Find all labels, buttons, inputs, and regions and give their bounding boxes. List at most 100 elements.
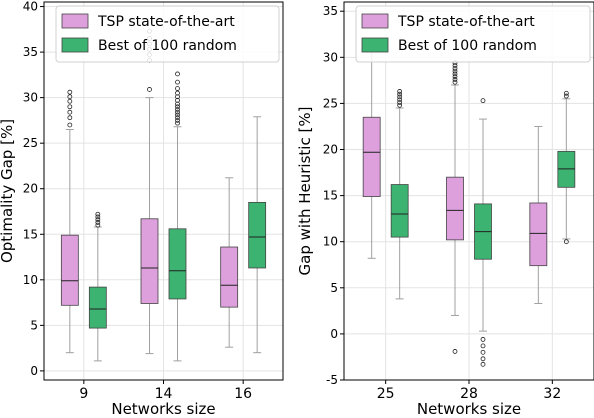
y-tick-label: 20 <box>323 143 338 157</box>
y-tick-label: 15 <box>323 189 338 203</box>
legend-entry-label: Best of 100 random <box>98 38 237 54</box>
flier-point <box>95 220 101 225</box>
box-iqr <box>248 201 267 269</box>
flier-point <box>175 104 180 110</box>
box-best-of-100-random-32 <box>557 90 576 245</box>
flier-point <box>397 91 403 97</box>
box-iqr <box>446 176 464 241</box>
legend-frame <box>55 5 280 63</box>
flier-point <box>480 356 486 362</box>
box-best-of-100-random-28 <box>474 98 492 367</box>
legend-entry-label: TSP state-of-the-art <box>97 14 235 30</box>
flier-point <box>563 93 569 99</box>
flier-point <box>175 109 180 115</box>
legend: TSP state-of-the-art Best of 100 random <box>355 5 591 63</box>
y-axis-label: Gap with Heuristic [%] <box>296 107 314 276</box>
box-iqr <box>140 218 159 304</box>
flier-point <box>175 79 180 85</box>
y-tick-label: 5 <box>30 318 38 332</box>
box-tsp-state-of-the-art-14 <box>140 28 159 355</box>
flier-point <box>397 97 403 103</box>
y-tick-label: 5 <box>330 281 338 295</box>
x-tick-label: 32 <box>543 386 561 402</box>
flier-point <box>480 98 486 104</box>
box-tsp-state-of-the-art-32 <box>529 125 548 304</box>
flier-point <box>147 87 152 92</box>
box-best-of-100-random-14 <box>168 71 187 362</box>
y-tick-label: -5 <box>326 373 338 387</box>
y-tick-label: 10 <box>23 273 38 287</box>
flier-point <box>452 68 458 74</box>
x-axis-label: Networks size <box>111 400 215 418</box>
flier-point <box>175 86 180 91</box>
flier-point <box>480 343 486 349</box>
flier-point <box>175 120 180 126</box>
box-best-of-100-random-9 <box>88 211 107 362</box>
y-tick-label: 35 <box>23 45 38 59</box>
flier-point <box>95 211 101 217</box>
flier-point <box>67 98 73 104</box>
y-tick-label: 30 <box>323 50 338 64</box>
y-tick-label: 10 <box>323 235 338 249</box>
flier-point <box>67 109 73 115</box>
flier-point <box>397 94 403 100</box>
y-tick-label: 35 <box>323 4 338 18</box>
box-tsp-state-of-the-art-9 <box>60 89 79 354</box>
flier-point <box>452 349 458 354</box>
flier-point <box>397 89 403 94</box>
y-tick-label: 0 <box>330 327 338 341</box>
box-tsp-state-of-the-art-16 <box>220 177 239 348</box>
flier-point <box>67 89 73 95</box>
flier-point <box>175 118 180 123</box>
legend-swatch <box>361 37 389 53</box>
flier-point <box>175 115 180 121</box>
flier-point <box>67 122 73 128</box>
box-iqr <box>168 228 187 300</box>
box-iqr <box>60 234 79 306</box>
chart-panel-1: 0 5 10 15 20 25 30 35 40 9 14 16 Networks size Optima… <box>0 0 284 418</box>
y-axis-label: Optimality Gap [%] <box>0 119 16 263</box>
flier-point <box>95 217 101 223</box>
box-iqr <box>529 202 548 267</box>
flier-point <box>95 214 101 220</box>
flier-point <box>480 349 486 355</box>
flier-point <box>67 104 73 110</box>
box-tsp-state-of-the-art-25 <box>362 41 381 259</box>
flier-point <box>563 239 569 245</box>
flier-point <box>95 222 101 228</box>
flier-point <box>452 65 458 71</box>
flier-point <box>480 337 486 342</box>
flier-point <box>480 361 486 367</box>
y-tick-label: 40 <box>23 0 38 14</box>
flier-point <box>175 90 180 96</box>
legend-swatch <box>361 13 389 29</box>
box-best-of-100-random-16 <box>248 116 267 354</box>
box-iqr <box>390 184 409 238</box>
chart-panel-2: -5 0 5 10 15 20 25 30 35 25 28 32 Networks size Gap w… <box>296 1 594 418</box>
flier-point <box>563 90 569 96</box>
y-tick-label: 15 <box>23 227 38 241</box>
legend-entry-label: Best of 100 random <box>398 38 537 54</box>
flier-point <box>175 107 180 112</box>
legend-frame <box>355 5 591 63</box>
box-best-of-100-random-25 <box>390 89 409 300</box>
y-tick-label: 25 <box>23 136 38 150</box>
box-iqr <box>220 246 239 308</box>
x-axis-label: Networks size <box>417 400 521 418</box>
box-iqr <box>88 286 107 329</box>
flier-point <box>452 63 458 69</box>
legend-swatch <box>61 37 89 53</box>
flier-point <box>397 102 403 108</box>
x-tick-label: 16 <box>234 386 252 402</box>
x-tick-label: 14 <box>155 386 173 402</box>
x-tick-label: 9 <box>79 386 88 402</box>
flier-point <box>452 74 458 80</box>
flier-point <box>452 77 458 82</box>
flier-point <box>452 71 458 77</box>
flier-point <box>397 100 403 105</box>
box-iqr <box>362 116 381 197</box>
legend-swatch <box>61 13 89 29</box>
flier-point <box>175 71 180 77</box>
flier-point <box>175 112 180 118</box>
